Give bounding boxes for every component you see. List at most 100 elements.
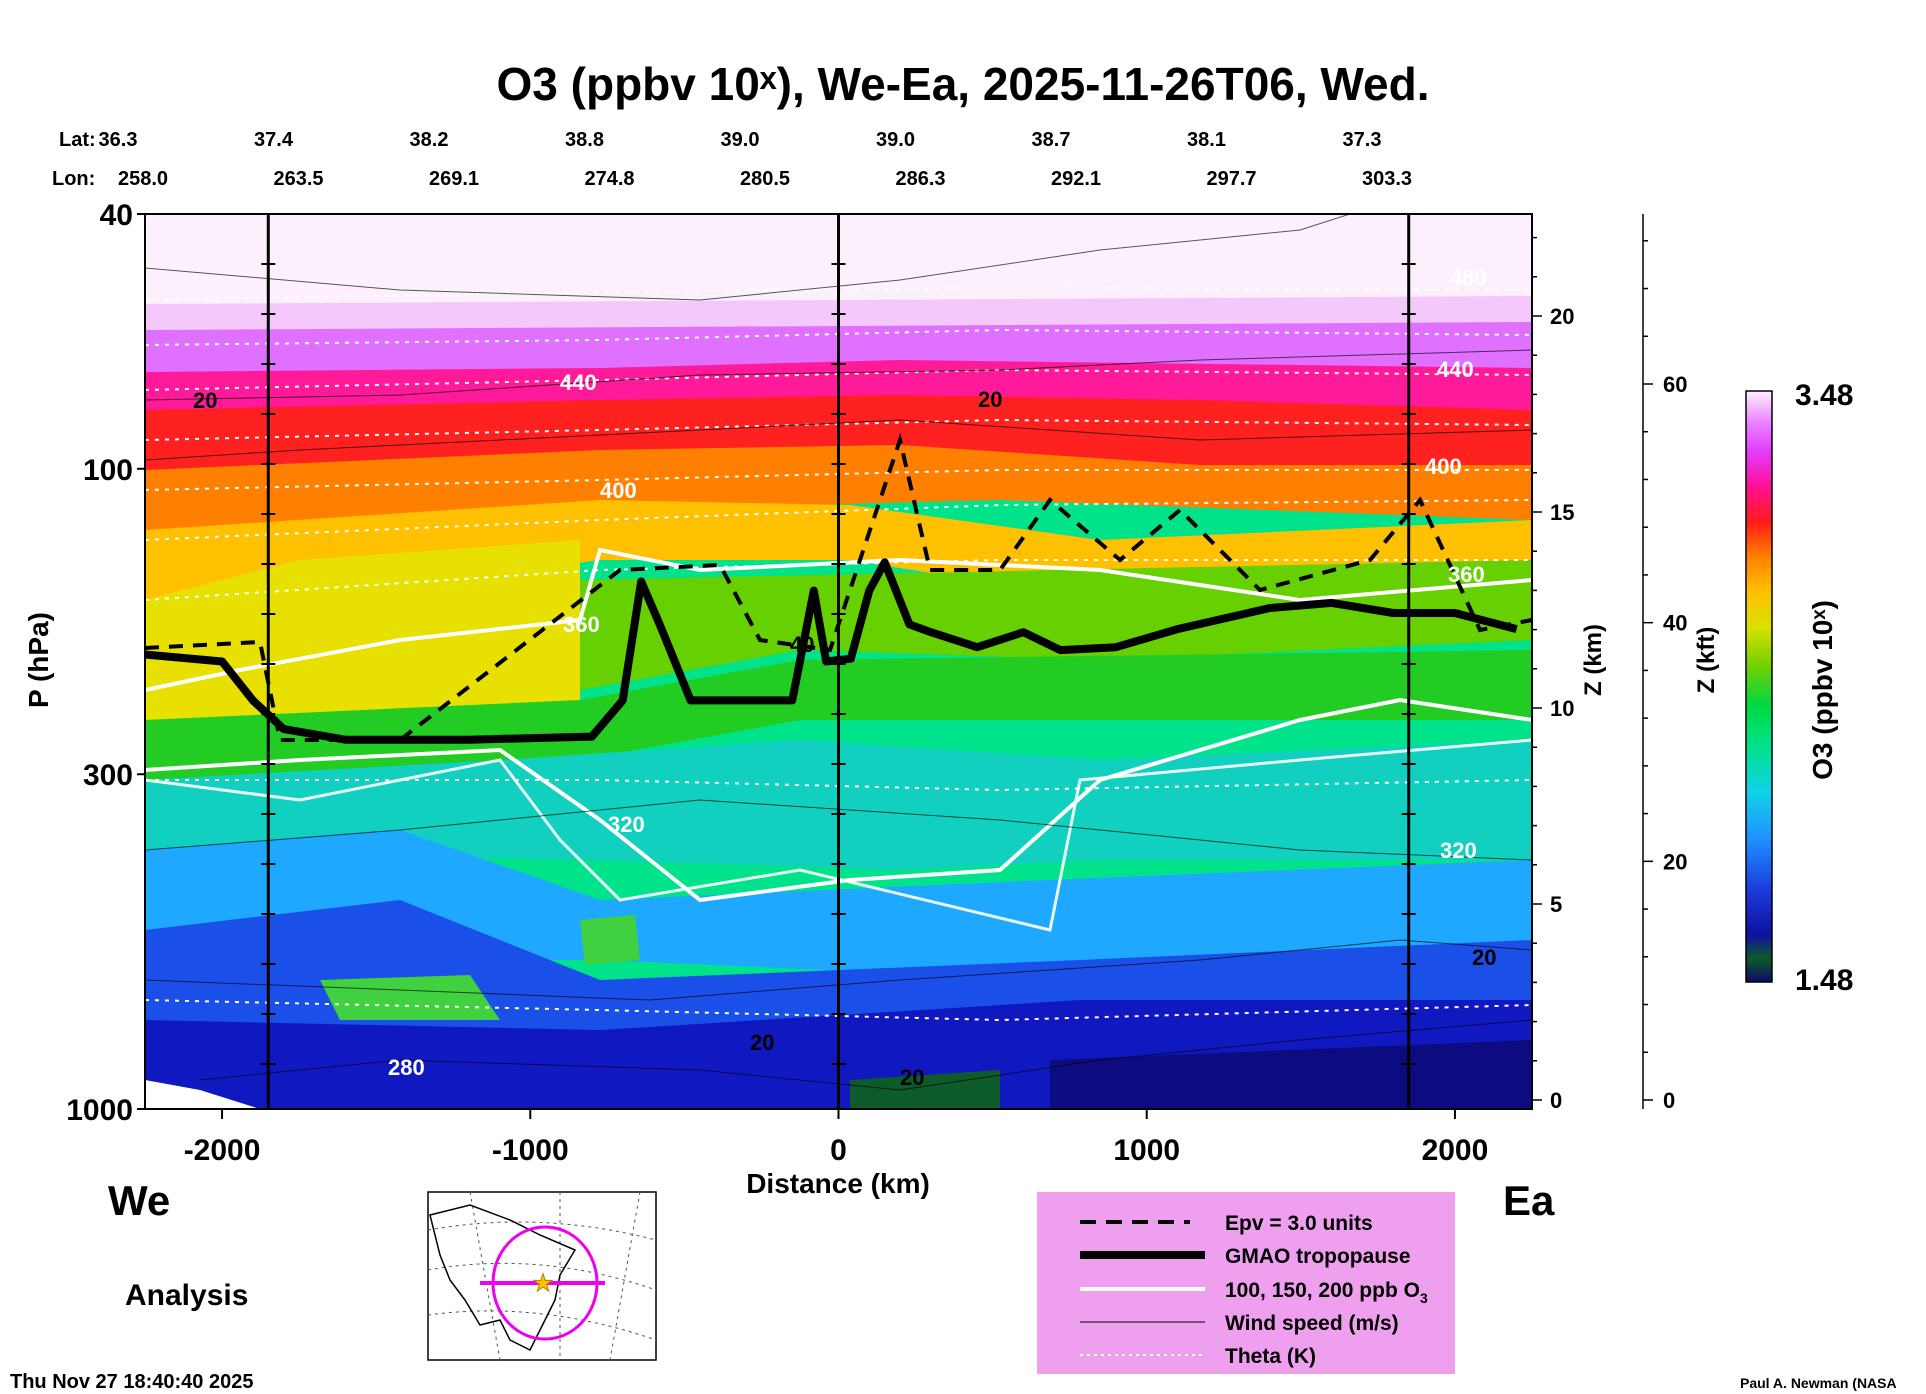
lon-value: 274.8	[584, 168, 634, 190]
legend-ozone-label: 100, 150, 200 ppb O3	[1225, 1279, 1428, 1306]
legend-ozone-subscript: 3	[1420, 1290, 1428, 1306]
p-tick-label: 40	[100, 199, 133, 232]
theta-label: 360	[1448, 562, 1485, 587]
band-yellow-left	[145, 540, 580, 745]
colorbar-min-label: 1.48	[1795, 964, 1853, 997]
theta-label: 360	[563, 612, 600, 637]
colorbar-label: O3 (ppbv 10ˣ)	[1807, 600, 1838, 780]
lat-value: 38.8	[565, 129, 604, 151]
z-kft-tick-label: 40	[1663, 611, 1687, 636]
z-kft-tick-label: 20	[1663, 849, 1687, 874]
theta-label: 320	[1440, 838, 1477, 863]
z-km-tick-label: 5	[1550, 892, 1562, 917]
east-label: Ea	[1503, 1177, 1555, 1224]
o3-contour-200	[145, 547, 1532, 692]
o3-contour-150	[145, 697, 1532, 903]
z-kft-tick-label: 60	[1663, 372, 1687, 397]
lon-row-label: Lon:	[52, 168, 95, 190]
theta-label: 440	[560, 370, 597, 395]
wind-label: 20	[978, 387, 1002, 412]
lat-row-label: Lat:	[59, 129, 96, 151]
z-km-tick-label: 0	[1550, 1088, 1562, 1113]
x-axis: -2000 -1000 0 1000 2000	[184, 1109, 1489, 1167]
x-axis-label: Distance (km)	[746, 1168, 930, 1199]
x-tick-label: 1000	[1113, 1134, 1180, 1167]
timestamp: Thu Nov 27 18:40:40 2025	[10, 1371, 253, 1393]
analysis-label: Analysis	[125, 1279, 248, 1312]
lat-value: 36.3	[99, 129, 138, 151]
lat-value: 38.1	[1187, 129, 1226, 151]
z-kft-axis: 0 20 40 60	[1642, 214, 1687, 1113]
theta-label: 400	[600, 478, 637, 503]
lat-value: 39.0	[876, 129, 915, 151]
lon-value: 263.5	[273, 168, 323, 190]
band-navy	[1050, 1040, 1532, 1109]
lon-value: 258.0	[118, 168, 168, 190]
legend-ozone-text: 100, 150, 200 ppb O	[1225, 1279, 1420, 1302]
legend-tropopause-label: GMAO tropopause	[1225, 1245, 1411, 1268]
missing-data-patch	[145, 1080, 260, 1109]
z-km-tick-label: 10	[1550, 696, 1574, 721]
x-tick-label: 2000	[1422, 1134, 1489, 1167]
lat-value: 39.0	[721, 129, 760, 151]
green-patch-mid	[580, 915, 640, 965]
wind-label: 20	[193, 388, 217, 413]
legend-wind-label: Wind speed (m/s)	[1225, 1312, 1399, 1335]
credit: Paul A. Newman (NASA	[1740, 1375, 1897, 1391]
lon-value: 303.3	[1362, 168, 1412, 190]
lon-value: 280.5	[740, 168, 790, 190]
legend-epv-label: Epv = 3.0 units	[1225, 1212, 1373, 1235]
theta-label: 280	[388, 1055, 425, 1080]
lat-value: 38.7	[1032, 129, 1071, 151]
lon-value: 297.7	[1206, 168, 1256, 190]
lon-value: 292.1	[1051, 168, 1101, 190]
legend: Epv = 3.0 units GMAO tropopause 100, 150…	[1037, 1192, 1455, 1374]
wind-contours	[145, 214, 1532, 1091]
theta-label: 320	[608, 812, 645, 837]
x-tick-label: 0	[830, 1134, 847, 1167]
wind-label: 20	[1472, 945, 1496, 970]
map-frame	[427, 1191, 657, 1361]
lat-lon-values: 36.3 37.4 38.2 38.8 39.0 39.0 38.7 38.1 37.3 258.…	[99, 129, 1413, 190]
theta-label: 440	[1437, 357, 1474, 382]
legend-theta-label: Theta (K)	[1225, 1345, 1316, 1368]
z-km-tick-label: 20	[1550, 304, 1574, 329]
chart-title: O3 (ppbv 10ˣ), We-Ea, 2025-11-26T06, Wed…	[497, 58, 1430, 110]
theta-label: 400	[1425, 454, 1462, 479]
ozone-contour-label: 40	[790, 632, 814, 657]
lat-value: 38.2	[410, 129, 449, 151]
z-kft-tick-label: 0	[1663, 1088, 1675, 1113]
theta-label: 480	[1450, 265, 1487, 290]
theta-lines	[145, 286, 1532, 1022]
coastline	[429, 1204, 577, 1352]
location-map: ★	[427, 1191, 657, 1361]
lon-value: 286.3	[895, 168, 945, 190]
wind-label: 20	[750, 1030, 774, 1055]
z-km-tick-label: 15	[1550, 500, 1574, 525]
p-axis: 40 100 300 1000	[66, 199, 145, 1127]
vertical-markers	[261, 214, 1416, 1109]
x-tick-label: -1000	[492, 1134, 569, 1167]
contour-labels: 480 440 440 400 400 360 360 320 320 280 …	[193, 265, 1496, 1090]
z-km-label: Z (km)	[1580, 624, 1607, 696]
lat-value: 37.3	[1343, 129, 1382, 151]
west-label: We	[108, 1177, 170, 1224]
wind-label: 20	[900, 1065, 924, 1090]
o3-contour-100	[145, 738, 1532, 932]
p-tick-label: 1000	[66, 1094, 133, 1127]
lon-value: 269.1	[429, 168, 479, 190]
p-tick-label: 300	[83, 759, 133, 792]
band-darkgreen	[850, 1070, 1000, 1109]
z-kft-label: Z (kft)	[1693, 627, 1720, 694]
z-km-axis: 0 5 10 15 20	[1531, 214, 1574, 1113]
lat-value: 37.4	[254, 129, 294, 151]
epv-line	[145, 432, 1532, 742]
y-axis-label: P (hPa)	[23, 612, 54, 708]
star-icon: ★	[532, 1269, 554, 1297]
colorbar-max-label: 3.48	[1795, 379, 1853, 412]
colorbar	[1745, 390, 1773, 983]
green-patch-left	[320, 975, 500, 1020]
x-tick-label: -2000	[184, 1134, 261, 1167]
p-tick-label: 100	[83, 454, 133, 487]
